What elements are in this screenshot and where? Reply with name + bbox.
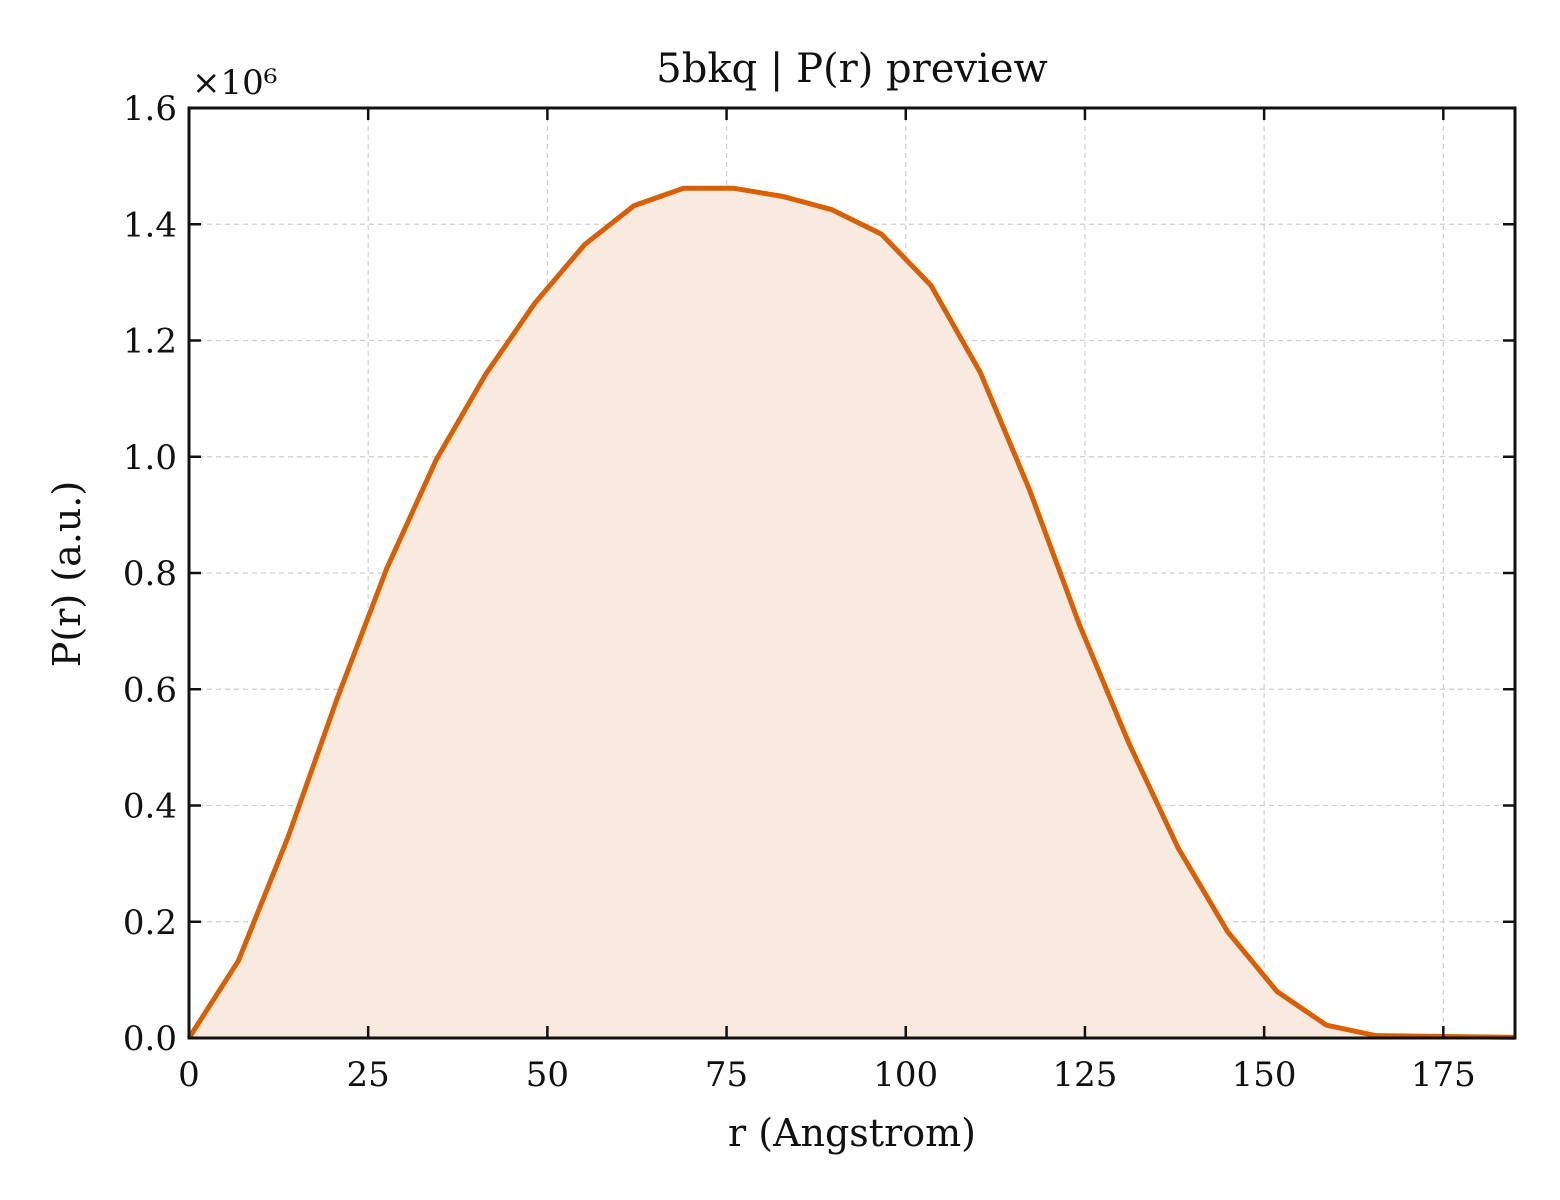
axis-ticks xyxy=(187,106,1515,1040)
x-tick-label: 150 xyxy=(1232,1055,1297,1095)
series-line xyxy=(186,185,1516,1040)
chart-title: 5bkq | P(r) preview xyxy=(656,46,1047,92)
y-tick-label: 0.2 xyxy=(123,903,177,943)
y-tick-label: 1.2 xyxy=(123,322,177,362)
x-tick-label: 75 xyxy=(705,1055,748,1095)
y-axis-multiplier: ×10⁶ xyxy=(192,63,277,103)
y-tick-label: 0.0 xyxy=(123,1019,177,1059)
x-axis-label: r (Angstrom) xyxy=(728,1111,976,1155)
y-tick-label: 1.6 xyxy=(123,89,177,129)
y-tick-label: 0.6 xyxy=(123,670,177,710)
series-area-fill xyxy=(189,188,1515,1038)
y-axis-label: P(r) (a.u.) xyxy=(45,481,89,667)
x-tick-label: 25 xyxy=(347,1055,390,1095)
y-tick-label: 0.8 xyxy=(123,554,177,594)
x-tick-label: 100 xyxy=(873,1055,938,1095)
y-tick-label: 1.0 xyxy=(123,438,177,478)
x-tick-label: 50 xyxy=(526,1055,569,1095)
y-tick-label: 1.4 xyxy=(123,205,177,245)
tick-labels: 0 25 50 75 100 125 150 175 0.0 0.2 0.4 0.6 0.8 1.0 1.2… xyxy=(123,89,1476,1095)
x-tick-label: 175 xyxy=(1411,1055,1476,1095)
y-tick-label: 0.4 xyxy=(123,787,177,827)
x-tick-label: 0 xyxy=(178,1055,200,1095)
x-tick-label: 125 xyxy=(1052,1055,1117,1095)
